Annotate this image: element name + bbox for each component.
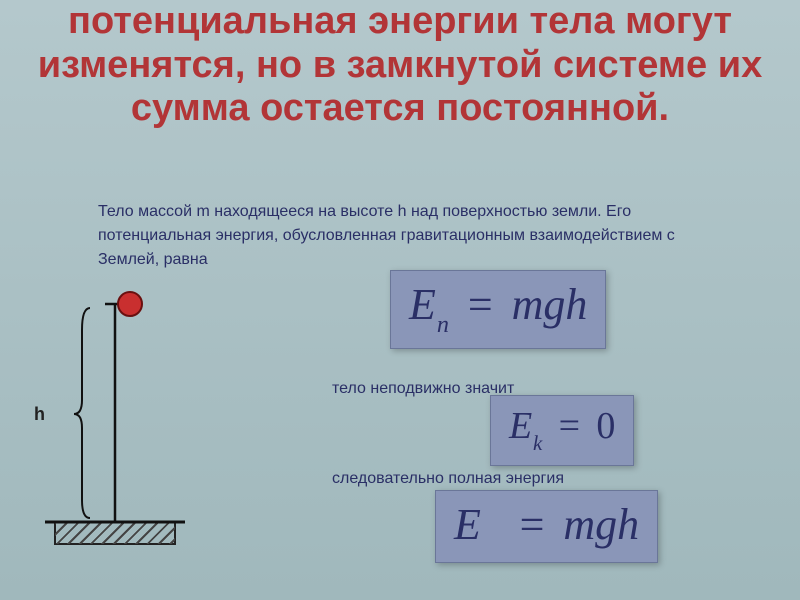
sym-eq: =: [460, 280, 501, 329]
sym-E: E: [454, 500, 481, 549]
ball-icon: [118, 292, 142, 316]
sym-eq: =: [512, 500, 553, 549]
formula-potential: En = mgh: [409, 279, 587, 336]
sym-mgh: mgh: [512, 280, 588, 329]
formula-total: E = mgh: [454, 499, 639, 550]
stationary-text: тело неподвижно значит: [332, 380, 514, 398]
formula-total-box: E = mgh: [435, 490, 658, 563]
ground-hatch: [55, 522, 175, 544]
sym-E: E: [409, 280, 436, 329]
sym-zero: 0: [596, 405, 615, 447]
formula-potential-box: En = mgh: [390, 270, 606, 349]
height-brace-icon: [74, 308, 90, 518]
intro-paragraph: Тело массой m находящееся на высоте h на…: [98, 200, 728, 272]
sym-sub-k: k: [533, 431, 542, 455]
sym-sub-n: n: [437, 311, 449, 338]
height-label: h: [34, 404, 45, 425]
height-diagram-svg: [30, 290, 190, 560]
sym-eq: =: [552, 405, 587, 447]
sym-mgh: mgh: [563, 500, 639, 549]
sym-E: E: [509, 405, 532, 447]
formula-kinetic-box: Ek = 0: [490, 395, 634, 466]
formula-kinetic: Ek = 0: [509, 404, 615, 453]
height-diagram: h: [30, 290, 190, 560]
slide-title: потенциальная энергии тела могут изменят…: [0, 0, 800, 131]
full-energy-text: следовательно полная энергия: [332, 470, 564, 488]
